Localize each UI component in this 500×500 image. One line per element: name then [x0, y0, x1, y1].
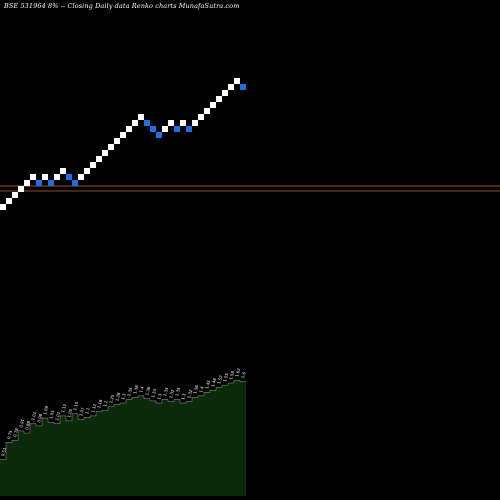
renko-brick-up: [102, 150, 108, 156]
volume-label: 1.33: [150, 388, 157, 398]
renko-brick-up: [90, 162, 96, 168]
description-label: Closing Daily data: [67, 2, 130, 10]
chart-label: charts: [155, 2, 177, 10]
renko-brick-up: [198, 114, 204, 120]
volume-label: 1.48: [210, 377, 217, 387]
renko-brick-up: [228, 84, 234, 90]
volume-label: 1.36: [144, 386, 151, 396]
renko-brick-up: [132, 120, 138, 126]
volume-label: 1.32: [186, 389, 193, 399]
volume-label: 1.03: [48, 409, 55, 419]
volume-label: 1.01: [30, 411, 37, 421]
volume-label: 1.1: [84, 407, 91, 415]
volume-label: 1.09: [42, 405, 49, 415]
volume-label: 1.25: [108, 394, 115, 404]
renko-brick-up: [180, 120, 186, 126]
volume-label: 1.6: [240, 371, 247, 379]
volume-label: 0.91: [18, 418, 25, 428]
volume-label: 1.05: [66, 408, 73, 418]
volume-label: 1.35: [174, 386, 181, 396]
renko-brick-up: [96, 156, 102, 162]
renko-brick-up: [24, 180, 30, 186]
renko-brick-down: [72, 180, 78, 186]
volume-edge-line: [0, 379, 246, 460]
symbol-label: BSE 531964: [4, 2, 46, 10]
renko-brick-down: [174, 126, 180, 132]
renko-brick-down: [150, 126, 156, 132]
separator-label: --: [60, 2, 66, 10]
renko-brick-up: [120, 132, 126, 138]
volume-label: 1.3: [180, 392, 187, 400]
renko-brick-up: [162, 126, 168, 132]
volume-label: 1.01: [54, 411, 61, 421]
renko-brick-up: [30, 174, 36, 180]
site-label: MunafaSutra.com: [178, 2, 240, 10]
renko-brick-up: [138, 114, 144, 120]
volume-label: 1.28: [114, 391, 121, 401]
renko-brick-down: [48, 180, 54, 186]
renko-brick-up: [216, 96, 222, 102]
renko-brick-up: [78, 174, 84, 180]
volume-label: 0.88: [24, 420, 31, 430]
renko-brick-up: [84, 168, 90, 174]
renko-brick-up: [42, 174, 48, 180]
volume-label: 1.32: [168, 389, 175, 399]
volume-label: 1.38: [132, 384, 139, 394]
renko-brick-up: [60, 168, 66, 174]
renko-brick-up: [108, 144, 114, 150]
volume-label: 1.38: [192, 384, 199, 394]
renko-brick-up: [54, 174, 60, 180]
volume-label: 1.62: [234, 367, 241, 377]
volume-label: 1.52: [216, 374, 223, 384]
renko-brick-up: [126, 126, 132, 132]
volume-label: 1.12: [60, 403, 67, 413]
volume-label: 0.75: [6, 429, 13, 439]
volume-label: 0.51: [0, 446, 7, 456]
renko-brick-down: [144, 120, 150, 126]
renko-brick-up: [210, 102, 216, 108]
renko-brick-up: [234, 78, 240, 84]
volume-label: 1.4: [138, 385, 145, 393]
volume-label: 1.07: [78, 406, 85, 416]
chart-name-label: Renko: [131, 2, 154, 10]
renko-brick-down: [186, 126, 192, 132]
volume-label: 0.78: [12, 427, 19, 437]
renko-brick-down: [156, 132, 162, 138]
volume-label: 0.98: [36, 413, 43, 423]
renko-brick-up: [6, 198, 12, 204]
volume-label: 1.4: [198, 385, 205, 393]
chart-header: BSE 531964 8% -- Closing Daily data Renk…: [4, 2, 239, 10]
renko-brick-up: [192, 120, 198, 126]
renko-brick-up: [12, 192, 18, 198]
volume-label: 1.15: [72, 401, 79, 411]
volume-label: 1.3: [120, 392, 127, 400]
volume-label: 1.55: [222, 372, 229, 382]
volume-label: 1.35: [126, 386, 133, 396]
volume-area: [0, 380, 246, 496]
renko-brick-up: [0, 204, 6, 210]
volume-label: 1.58: [228, 370, 235, 380]
volume-label: 1.2: [102, 400, 109, 408]
renko-brick-up: [204, 108, 210, 114]
renko-brick-down: [36, 180, 42, 186]
renko-brick-up: [18, 186, 24, 192]
renko-brick-up: [168, 120, 174, 126]
renko-brick-down: [66, 174, 72, 180]
volume-label: 1.3: [156, 392, 163, 400]
volume-label: 1.18: [96, 399, 103, 409]
volume-label: 1.35: [162, 386, 169, 396]
renko-brick-down: [240, 84, 246, 90]
renko-brick-up: [222, 90, 228, 96]
volume-label: 1.45: [204, 379, 211, 389]
change-label: 8%: [48, 2, 59, 10]
renko-brick-up: [114, 138, 120, 144]
volume-label: 1.12: [90, 403, 97, 413]
